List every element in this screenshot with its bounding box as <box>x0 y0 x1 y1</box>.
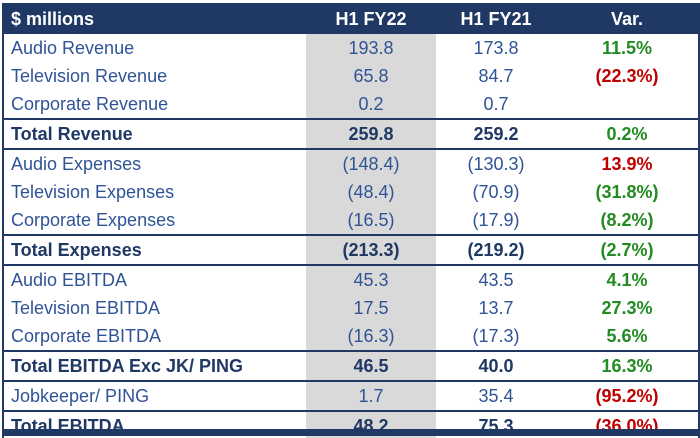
table-row: Television Revenue 65.8 84.7 (22.3%) <box>3 62 699 90</box>
table-row: Corporate Expenses (16.5) (17.9) (8.2%) <box>3 206 699 235</box>
variance-value: 11.5% <box>601 37 653 58</box>
row-label: Corporate Expenses <box>11 209 176 230</box>
h1fy22-value: 193.8 <box>306 34 436 62</box>
row-label: Television Expenses <box>11 181 175 202</box>
row-label: Television EBITDA <box>11 297 161 318</box>
variance-value: 0.2% <box>556 118 699 150</box>
table-body: Audio Revenue 193.8 173.8 11.5% Televisi… <box>3 34 699 438</box>
col-header-h1fy21: H1 FY21 <box>436 4 556 34</box>
row-label: Total Revenue <box>3 118 306 150</box>
unit-label-header: $ millions <box>3 4 306 34</box>
h1fy22-value: 65.8 <box>306 62 436 90</box>
col-header-h1fy22: H1 FY22 <box>306 4 436 34</box>
h1fy22-value: (16.5) <box>306 206 436 235</box>
h1fy22-value: 0.2 <box>306 90 436 119</box>
row-label: Audio Expenses <box>11 153 142 174</box>
h1fy22-value: (213.3) <box>306 234 436 266</box>
table-row: Corporate EBITDA (16.3) (17.3) 5.6% <box>3 322 699 351</box>
row-label: Jobkeeper/ PING <box>11 385 150 406</box>
h1fy21-value: (219.2) <box>436 234 556 266</box>
variance-value: (2.7%) <box>556 234 699 266</box>
h1fy21-value: 35.4 <box>478 385 514 406</box>
variance-value: 4.1% <box>606 269 648 290</box>
h1fy22-value: 259.8 <box>306 118 436 150</box>
h1fy21-value: (17.9) <box>472 209 520 230</box>
row-label: Corporate Revenue <box>11 93 169 114</box>
h1fy22-value: (48.4) <box>306 178 436 206</box>
table-row: Jobkeeper/ PING 1.7 35.4 (95.2%) <box>3 381 699 411</box>
table-row: Television Expenses (48.4) (70.9) (31.8%… <box>3 178 699 206</box>
h1fy22-value: 46.5 <box>306 350 436 382</box>
financial-results-table: $ millions H1 FY22 H1 FY21 Var. Audio Re… <box>2 3 700 438</box>
bottom-accent-bar <box>2 429 698 436</box>
row-label: Total EBITDA Exc JK/ PING <box>3 350 306 382</box>
h1fy21-value: 173.8 <box>473 37 519 58</box>
variance-value: 13.9% <box>601 153 653 174</box>
table-row: Total Revenue 259.8 259.2 0.2% <box>3 118 699 150</box>
h1fy21-value: 0.7 <box>483 93 509 114</box>
table-row: Corporate Revenue 0.2 0.7 <box>3 90 699 119</box>
h1fy21-value: (130.3) <box>467 153 525 174</box>
table-row: Television EBITDA 17.5 13.7 27.3% <box>3 294 699 322</box>
table-row: Total EBITDA Exc JK/ PING 46.5 40.0 16.3… <box>3 350 699 382</box>
row-label: Television Revenue <box>11 65 168 86</box>
variance-value: (8.2%) <box>600 209 654 230</box>
row-label: Audio EBITDA <box>11 269 128 290</box>
h1fy21-value: 259.2 <box>436 118 556 150</box>
h1fy21-value: 40.0 <box>436 350 556 382</box>
h1fy22-value: (16.3) <box>306 322 436 351</box>
col-header-var: Var. <box>556 4 699 34</box>
table-row: Total Expenses (213.3) (219.2) (2.7%) <box>3 234 699 266</box>
variance-value: (95.2%) <box>595 385 659 406</box>
h1fy21-value: 84.7 <box>478 65 514 86</box>
table-row: Audio EBITDA 45.3 43.5 4.1% <box>3 265 699 294</box>
h1fy22-value: 1.7 <box>306 381 436 411</box>
h1fy22-value: (148.4) <box>306 149 436 178</box>
variance-value: 5.6% <box>606 325 648 346</box>
h1fy21-value: (70.9) <box>472 181 520 202</box>
h1fy21-value: 43.5 <box>478 269 514 290</box>
table-row: Audio Expenses (148.4) (130.3) 13.9% <box>3 149 699 178</box>
row-label: Corporate EBITDA <box>11 325 162 346</box>
row-label: Total Expenses <box>3 234 306 266</box>
row-label: Audio Revenue <box>11 37 135 58</box>
table-row: Audio Revenue 193.8 173.8 11.5% <box>3 34 699 62</box>
header-row: $ millions H1 FY22 H1 FY21 Var. <box>3 4 699 34</box>
variance-value <box>556 90 699 119</box>
h1fy21-value: (17.3) <box>472 325 520 346</box>
variance-value: 27.3% <box>601 297 653 318</box>
variance-value: 16.3% <box>556 350 699 382</box>
h1fy22-value: 17.5 <box>306 294 436 322</box>
h1fy22-value: 45.3 <box>306 265 436 294</box>
h1fy21-value: 13.7 <box>478 297 514 318</box>
variance-value: (22.3%) <box>595 65 659 86</box>
variance-value: (31.8%) <box>595 181 659 202</box>
